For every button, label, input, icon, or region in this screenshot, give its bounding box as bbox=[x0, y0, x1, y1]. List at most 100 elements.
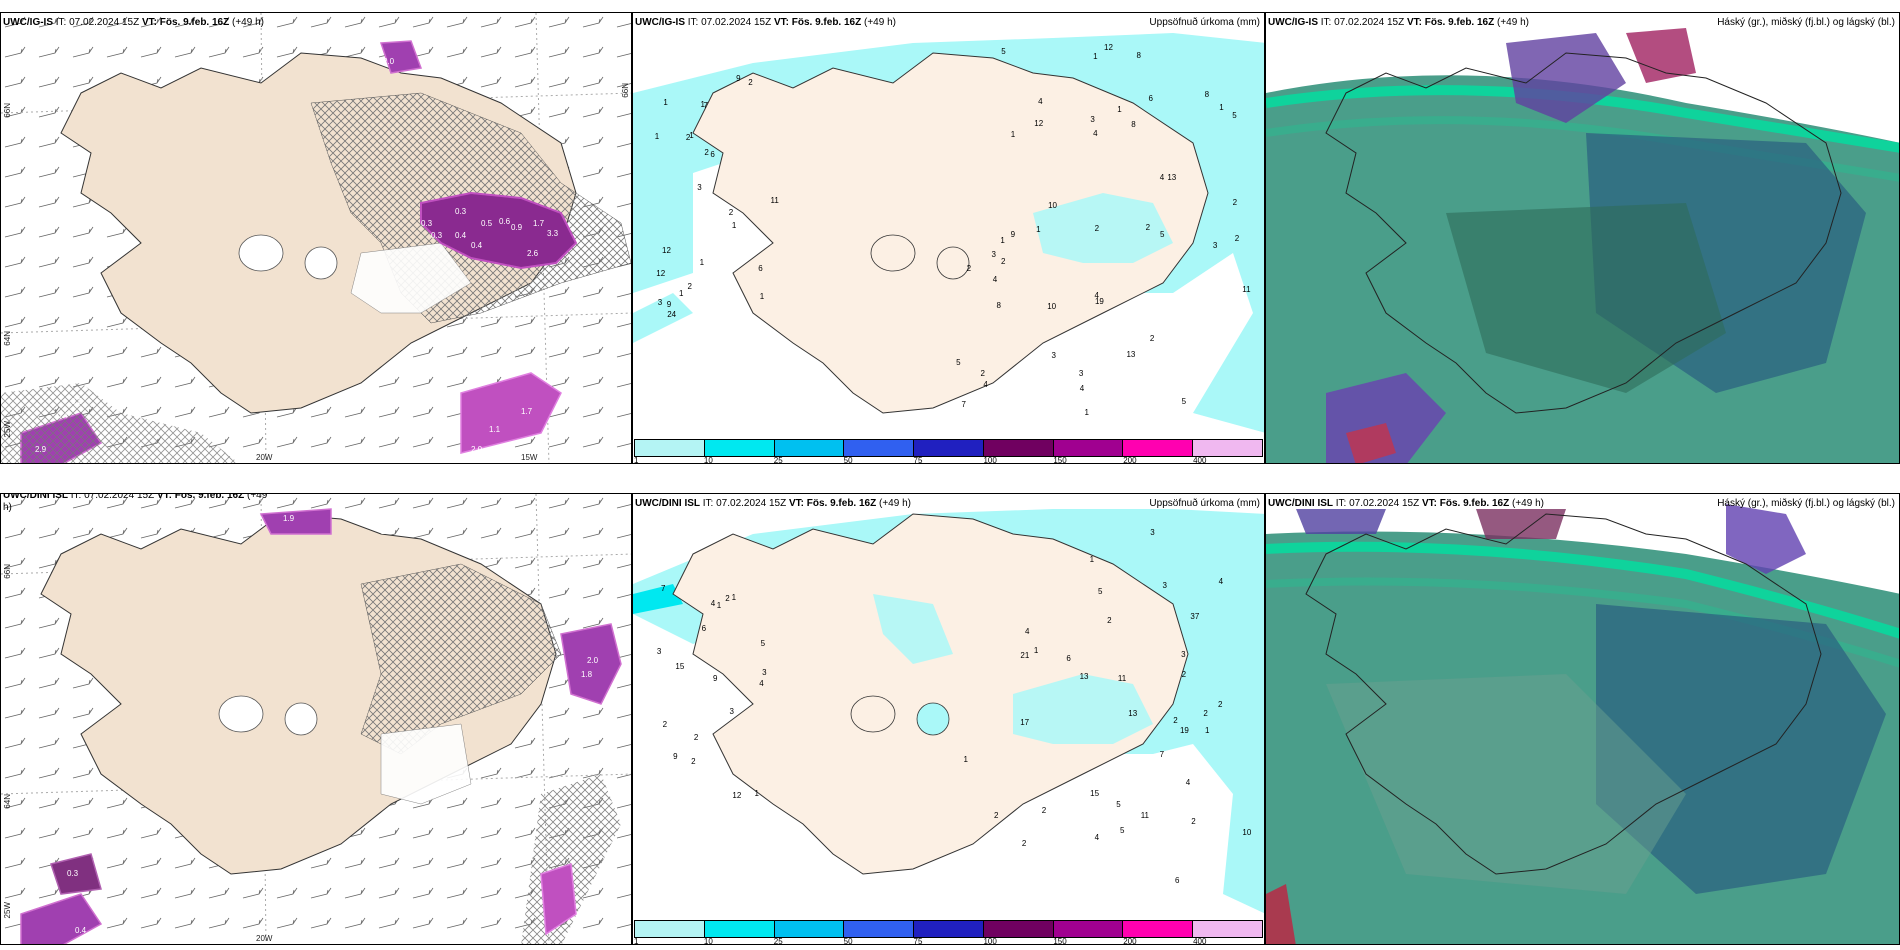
snow-label: 0.4 bbox=[455, 231, 467, 240]
snow-label: 0.9 bbox=[511, 223, 523, 232]
precip-value: 13 bbox=[1128, 709, 1138, 719]
precip-value: 9 bbox=[713, 674, 718, 684]
snow-label: 2.0 bbox=[587, 656, 599, 665]
precip-value: 11 bbox=[1117, 673, 1127, 683]
snow-label: 1.8 bbox=[581, 670, 593, 679]
precip-value: 5 bbox=[1181, 396, 1187, 406]
precip-value: 2 bbox=[1000, 256, 1006, 266]
precip-value: 9 bbox=[1010, 229, 1016, 239]
precip-value: 2 bbox=[1234, 233, 1240, 243]
colorbar-swatch bbox=[635, 921, 705, 937]
colorbar: 1 10 25 50 75 100 150 200 400 bbox=[633, 918, 1264, 944]
precip-value: 2 bbox=[1021, 838, 1027, 848]
precip-value: 2 bbox=[748, 77, 753, 87]
snow-label: 1.9 bbox=[283, 514, 295, 523]
precip-value: 2 bbox=[725, 594, 730, 604]
colorbar-swatch bbox=[774, 440, 845, 456]
precip-value: 5 bbox=[1232, 111, 1237, 121]
iceland-outline bbox=[1305, 513, 1822, 875]
lon-label: 20W bbox=[256, 934, 273, 943]
precip-value: 3 bbox=[762, 667, 767, 677]
panel-parameter: Uppsöfnuð úrkoma (mm) bbox=[1149, 498, 1260, 509]
precip-value: 10 bbox=[1048, 200, 1057, 210]
precip-value: 2 bbox=[966, 263, 972, 273]
precip-value: 12 bbox=[1034, 118, 1044, 128]
colorbar-label: 150 bbox=[1053, 456, 1067, 464]
precip-value: 2 bbox=[662, 720, 668, 730]
precip-value: 6 bbox=[1175, 875, 1180, 885]
precip-value: 8 bbox=[996, 300, 1001, 310]
precip-value: 6 bbox=[710, 149, 715, 159]
precip-value: 1 bbox=[1033, 646, 1039, 656]
precip-value: 4 bbox=[1159, 172, 1165, 182]
precip-value: 5 bbox=[1159, 230, 1165, 240]
precip-value: 1 bbox=[1093, 51, 1098, 61]
panel-title: UWC/DINI ISL IT: 07.02.2024 15Z VT: Fös.… bbox=[1268, 498, 1544, 509]
colorbar-label: 25 bbox=[773, 456, 783, 464]
precip-value: 3 bbox=[1212, 240, 1218, 250]
precip-value: 4 bbox=[992, 274, 998, 284]
precip-value: 4 bbox=[1024, 627, 1030, 637]
precip-value: 2 bbox=[1094, 223, 1100, 233]
precip-value: 2 bbox=[728, 208, 734, 218]
lat-label: 66N bbox=[3, 103, 12, 118]
precip-value: 3 bbox=[1090, 114, 1095, 124]
precip-value: 11 bbox=[1242, 285, 1251, 295]
precip-value: 12 bbox=[656, 269, 666, 279]
precip-value: 2 bbox=[691, 757, 696, 766]
precip-value: 2 bbox=[1041, 805, 1047, 815]
precip-value: 1 bbox=[1204, 725, 1210, 735]
precip-value: 9 bbox=[666, 300, 672, 310]
precip-value: 3 bbox=[1181, 649, 1186, 659]
colorbar-label: 10 bbox=[703, 456, 713, 464]
colorbar-swatch bbox=[983, 440, 1054, 456]
precip-value: 1 bbox=[1000, 235, 1005, 245]
precip-value: 17 bbox=[1020, 717, 1030, 727]
colorbar-swatch bbox=[704, 440, 775, 456]
precip-value: 3 bbox=[657, 297, 663, 307]
map-precip bbox=[633, 509, 1264, 914]
colorbar-swatch bbox=[1123, 440, 1194, 456]
panel-top-left: UWC/IG-IS IT: 07.02.2024 15Z VT: Fös. 9.… bbox=[0, 12, 632, 464]
colorbar-label: 50 bbox=[843, 937, 853, 945]
colorbar-swatch bbox=[1123, 921, 1194, 937]
precip-value: 15 bbox=[1090, 788, 1100, 798]
snow-label: 0.3 bbox=[71, 397, 83, 406]
precip-value: 13 bbox=[1126, 350, 1136, 360]
snow-blob-east bbox=[420, 191, 578, 270]
precip-value: 1 bbox=[699, 257, 705, 267]
colorbar-swatch bbox=[635, 440, 705, 456]
iceland-outline bbox=[1325, 52, 1842, 414]
lat-label: 64N bbox=[3, 794, 12, 809]
precip-value: 6 bbox=[1066, 653, 1071, 663]
precip-value: 4 bbox=[1094, 833, 1100, 843]
panel-title: UWC/IG-IS IT: 07.02.2024 15Z VT: Fös. 9.… bbox=[3, 17, 264, 28]
precip-value: 19 bbox=[1179, 725, 1189, 735]
precip-value: 4 bbox=[759, 679, 764, 689]
precip-value: 4 bbox=[1094, 291, 1099, 301]
colorbar-label: 50 bbox=[843, 456, 853, 464]
precip-value: 15 bbox=[675, 662, 685, 672]
snow-blob-east bbox=[560, 623, 622, 705]
precip-value: 3 bbox=[1051, 350, 1056, 360]
precip-value: 4 bbox=[1185, 778, 1191, 788]
precip-value: 1 bbox=[700, 100, 705, 110]
precip-value: 3 bbox=[1162, 580, 1167, 590]
snow-label: 0.5 bbox=[481, 219, 493, 228]
precip-value: 5 bbox=[1120, 825, 1125, 835]
precip-value: 3 bbox=[697, 183, 702, 193]
colorbar-swatch bbox=[1193, 440, 1263, 456]
precip-value: 13 bbox=[1167, 172, 1177, 182]
precip-value: 1 bbox=[1117, 104, 1122, 114]
precip-value: 1 bbox=[679, 288, 684, 298]
snow-label: 1.7 bbox=[521, 407, 533, 416]
precip-value: 8 bbox=[1136, 50, 1141, 60]
precip-value: 7 bbox=[1159, 749, 1165, 759]
precip-value: 2 bbox=[1173, 715, 1178, 725]
precip-value: 6 bbox=[701, 623, 707, 633]
map-clouds bbox=[1266, 494, 1899, 944]
precip-value: 4 bbox=[1218, 577, 1224, 587]
snow-label: 2.0 bbox=[383, 57, 395, 66]
panel-top-right: UWC/IG-IS IT: 07.02.2024 15Z VT: Fös. 9.… bbox=[1265, 12, 1900, 464]
precip-value: 2 bbox=[685, 132, 691, 142]
